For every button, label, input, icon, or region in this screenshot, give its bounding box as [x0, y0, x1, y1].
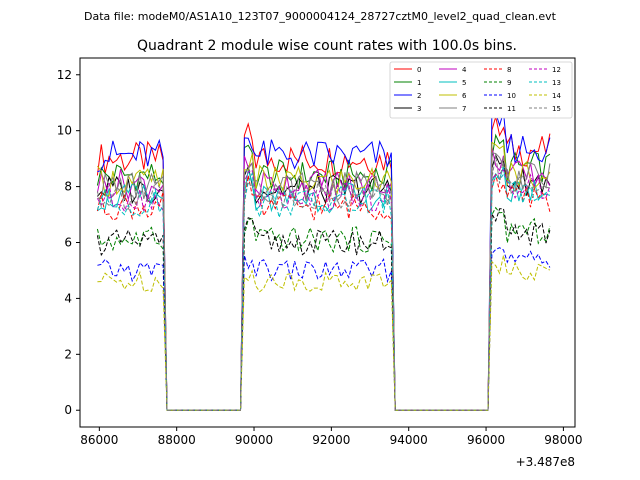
y-tick-label: 6: [64, 236, 72, 250]
x-tick-label: 98000: [544, 433, 582, 447]
y-axis: 0 2 4 6 8 10 12: [57, 68, 80, 417]
legend-label: 14: [552, 92, 561, 100]
legend-label: 10: [507, 92, 516, 100]
x-tick-label: 90000: [235, 433, 273, 447]
y-tick-label: 10: [57, 124, 72, 138]
series-line-15: [96, 154, 551, 411]
legend-label: 6: [462, 92, 467, 100]
legend-label: 13: [552, 79, 561, 87]
x-axis: 86000 88000 90000 92000 94000 96000 98000: [80, 427, 582, 447]
x-tick-label: 94000: [390, 433, 428, 447]
y-tick-label: 4: [64, 291, 72, 305]
x-tick-label: 96000: [467, 433, 505, 447]
chart-suptitle: Data file: modeM0/AS1A10_123T07_90000041…: [84, 10, 557, 23]
x-tick-label: 88000: [158, 433, 196, 447]
y-tick-label: 0: [64, 403, 72, 417]
legend-box: [389, 61, 573, 119]
series-layer: [96, 109, 551, 411]
legend-label: 15: [552, 105, 561, 113]
legend-label: 1: [417, 79, 421, 87]
x-offset-label: +3.487e8: [516, 455, 575, 469]
legend-label: 2: [417, 92, 421, 100]
x-tick-label: 86000: [80, 433, 118, 447]
x-tick-label: 92000: [312, 433, 350, 447]
legend-label: 11: [507, 105, 516, 113]
legend-label: 9: [507, 79, 511, 87]
y-tick-label: 8: [64, 180, 72, 194]
y-tick-label: 12: [57, 68, 72, 82]
legend-label: 4: [462, 66, 467, 74]
legend-label: 3: [417, 105, 421, 113]
chart-title: Quadrant 2 module wise count rates with …: [137, 38, 517, 54]
series-line-0: [96, 116, 551, 411]
legend-label: 8: [507, 66, 511, 74]
legend-label: 7: [462, 105, 466, 113]
y-tick-label: 2: [64, 347, 72, 361]
legend-label: 5: [462, 79, 466, 87]
legend-label: 12: [552, 66, 561, 74]
legend-label: 0: [417, 66, 421, 74]
